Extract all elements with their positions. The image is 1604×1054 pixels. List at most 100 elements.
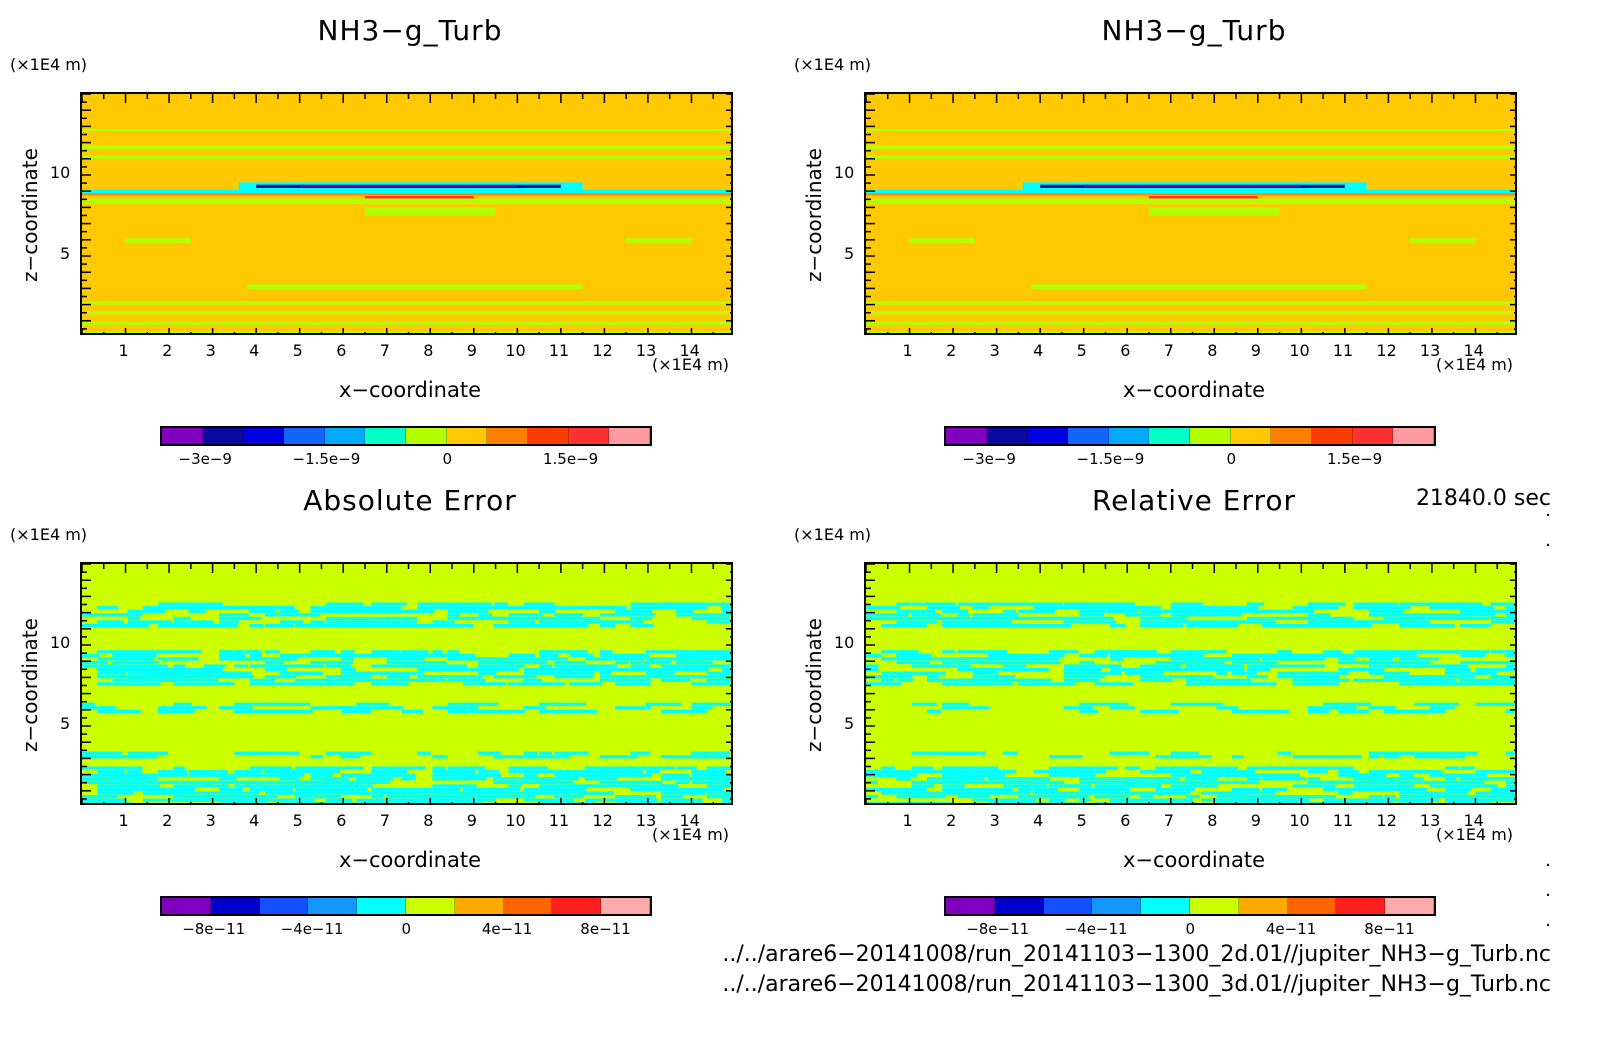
heatmap-cell <box>1079 606 1126 610</box>
heatmap-cell <box>1292 609 1314 613</box>
heatmap-cell <box>1262 657 1282 661</box>
panel-title: NH3−g_Turb <box>317 14 503 47</box>
heatmap-cell <box>295 682 323 686</box>
heatmap-cell <box>615 678 651 682</box>
heatmap-cell <box>676 650 725 654</box>
heatmap-cell <box>1185 675 1214 679</box>
x-tick-label: 9 <box>1250 811 1261 830</box>
heatmap-cell <box>1125 777 1144 781</box>
heatmap-cell <box>264 623 295 628</box>
heatmap-cell <box>158 671 172 675</box>
heatmap-cell <box>1414 795 1461 799</box>
heatmap-cell <box>1109 668 1132 672</box>
heatmap-cell <box>219 606 235 610</box>
heatmap-cell <box>911 802 938 803</box>
heatmap-band <box>909 238 975 244</box>
colorbar-swatch <box>1336 898 1386 914</box>
colorbar-label: −4e−11 <box>1064 920 1128 938</box>
heatmap-band <box>866 321 1515 325</box>
heatmap-cell <box>896 773 918 777</box>
colorbar-swatch <box>405 898 455 914</box>
heatmap-cell <box>371 766 412 770</box>
heatmap-cell <box>249 795 277 799</box>
heatmap-cell <box>1338 616 1353 621</box>
heatmap-cell <box>539 620 562 624</box>
heatmap-cell <box>866 682 902 686</box>
heatmap-cell <box>1307 616 1335 621</box>
heatmap-cell <box>630 751 651 755</box>
y-tick-label: 10 <box>50 163 71 182</box>
heatmap-cell <box>219 706 240 710</box>
heatmap-cell <box>1444 777 1457 781</box>
heatmap-cell <box>1170 620 1189 624</box>
heatmap-cell <box>1490 798 1515 802</box>
heatmap-cell <box>432 770 476 774</box>
heatmap-cell <box>325 706 355 710</box>
heatmap-cell <box>1170 787 1193 792</box>
heatmap-cell <box>539 623 556 628</box>
heatmap-cell <box>447 609 470 613</box>
heatmap-cell <box>401 657 425 661</box>
heatmap-cell <box>1277 675 1323 679</box>
heatmap-cell <box>866 606 900 610</box>
y-axis-label: z−coordinate <box>802 148 826 282</box>
heatmap-cell <box>356 802 377 803</box>
x-tick-label: 2 <box>162 341 173 360</box>
heatmap-cell <box>523 668 572 672</box>
heatmap-cell <box>325 777 349 781</box>
heatmap-cell <box>554 620 591 624</box>
heatmap-cell <box>1018 668 1049 672</box>
heatmap-cell <box>203 773 253 777</box>
heatmap-cell <box>1079 609 1098 613</box>
heatmap-cell <box>97 709 141 714</box>
heatmap-cell <box>721 784 731 788</box>
heatmap-cell <box>417 664 467 668</box>
heatmap-cell <box>676 653 700 657</box>
heatmap-cell <box>1170 653 1202 657</box>
heatmap-cell <box>896 613 909 617</box>
heatmap-cell <box>600 653 650 657</box>
heatmap-cell <box>600 623 616 628</box>
heatmap-cell <box>539 650 555 654</box>
colorbar-swatch <box>1027 428 1069 444</box>
heatmap-cell <box>1185 795 1200 799</box>
heatmap-cell <box>1414 770 1433 774</box>
heatmap-cell <box>493 755 537 759</box>
heatmap-cell <box>295 780 340 784</box>
heatmap-cell <box>554 613 583 617</box>
heatmap-cell <box>645 770 661 774</box>
heatmap-cell <box>1460 653 1486 657</box>
heatmap-cell <box>417 787 461 792</box>
heatmap-cell <box>1353 678 1392 682</box>
heatmap-cell <box>1429 682 1458 686</box>
heatmap-cell <box>1109 653 1129 657</box>
heatmap-cell <box>539 770 561 774</box>
heatmap-cell <box>676 613 716 617</box>
heatmap-cell <box>158 678 178 682</box>
heatmap-cell <box>1307 777 1320 781</box>
heatmap-cell <box>1018 653 1065 657</box>
heatmap-cell <box>310 664 324 668</box>
x-tick-label: 11 <box>548 811 570 830</box>
heatmap-cell <box>721 791 731 795</box>
heatmap-cell <box>1368 671 1409 675</box>
heatmap-cell <box>234 751 264 755</box>
x-unit-label: (×1E4 m) <box>652 355 730 374</box>
heatmap-cell <box>1444 602 1483 606</box>
heatmap-cell <box>942 780 963 784</box>
x-tick-label: 1 <box>118 341 129 360</box>
heatmap-cell <box>310 787 340 792</box>
heatmap-cell <box>127 657 151 661</box>
heatmap-cell <box>249 653 262 657</box>
heatmap-cell <box>1368 620 1399 624</box>
heatmap-cell <box>1384 780 1415 784</box>
heatmap-cell <box>341 773 368 777</box>
heatmap-cell <box>676 787 717 792</box>
heatmap-cell <box>173 657 199 661</box>
heatmap-cell <box>972 620 1012 624</box>
heatmap-cell <box>1444 613 1475 617</box>
heatmap-cell <box>1079 766 1118 770</box>
heatmap-cell <box>1185 777 1208 781</box>
heatmap-cell <box>341 650 355 654</box>
heatmap-cell <box>112 777 126 781</box>
